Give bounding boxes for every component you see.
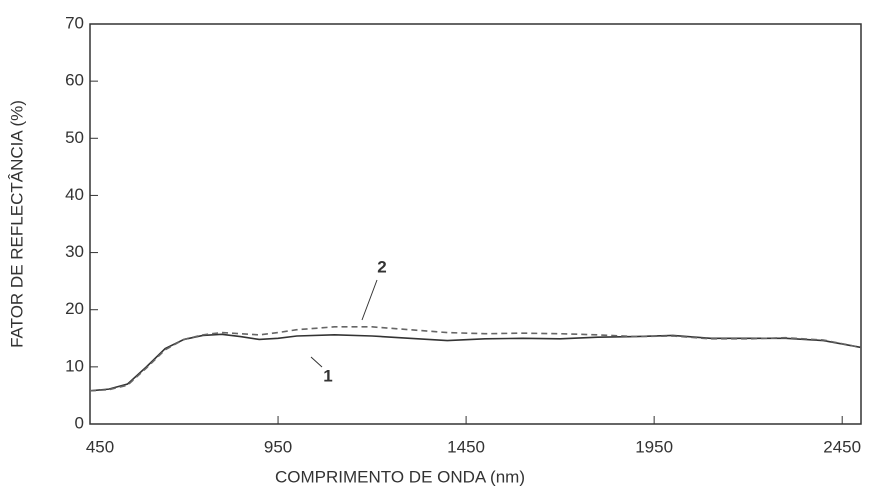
line-series [89,333,862,392]
series-label: 2 [377,257,386,276]
y-tick-label: 10 [65,356,84,375]
y-tick-label: 20 [65,299,84,318]
annotation-arrow [361,279,378,321]
series-label: 1 [323,366,332,385]
y-tick-label: 70 [65,13,84,32]
y-axis-label: FATOR DE REFLECTÂNCIA (%) [7,100,26,348]
line-series [89,326,862,392]
x-tick-label: 450 [86,437,114,456]
plot-frame [89,23,862,425]
y-tick-label: 30 [65,242,84,261]
x-tick-label: 1450 [447,437,485,456]
x-tick-label: 950 [264,437,292,456]
x-tick-label: 1950 [635,437,673,456]
annotation-arrow [310,356,323,368]
y-tick-label: 60 [65,71,84,90]
y-tick-label: 40 [65,185,84,204]
x-axis-label: COMPRIMENTO DE ONDA (nm) [275,467,525,486]
y-tick-label: 0 [75,413,84,432]
y-tick-label: 50 [65,128,84,147]
x-tick-label: 2450 [823,437,861,456]
